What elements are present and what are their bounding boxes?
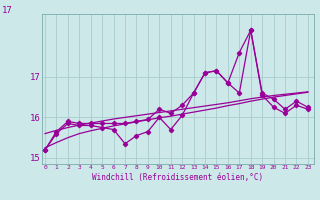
X-axis label: Windchill (Refroidissement éolien,°C): Windchill (Refroidissement éolien,°C)	[92, 173, 263, 182]
Text: 17: 17	[2, 6, 12, 15]
